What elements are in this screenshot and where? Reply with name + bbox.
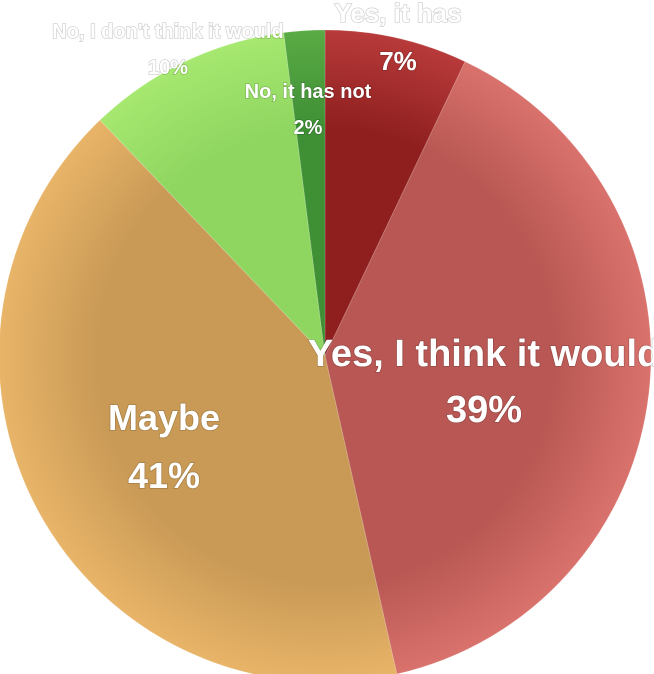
slice-value-maybe: 41% [128,455,200,496]
pie-slice-yes-i-think-it-would [324,60,652,674]
slice-label-maybe: Maybe [108,397,220,438]
slice-value-no-it-has-not: 2% [294,117,323,139]
slice-value-no-i-don-t-think-it-would: 10% [148,57,188,79]
pie-slice-yes-it-has [324,29,466,357]
pie-slice-no-i-don-t-think-it-would [99,32,326,358]
pie-slice-maybe [0,119,398,674]
slice-label-no-it-has-not: No, it has not [245,81,372,103]
pie-labels: Yes, it has 7% Yes, I think it would 39% May… [52,0,654,497]
slice-label-yes-i-think-it-would: Yes, I think it would [308,333,654,375]
slice-label-no-i-don-t-think-it-would: No, I don't think it would [52,21,283,43]
pie-slice-no-it-has-not [283,29,326,357]
slice-label-yes-it-has: Yes, it has [334,0,461,28]
slice-value-yes-it-has: 7% [379,46,417,76]
slice-value-yes-i-think-it-would: 39% [446,389,522,431]
pie-slices [0,29,652,674]
